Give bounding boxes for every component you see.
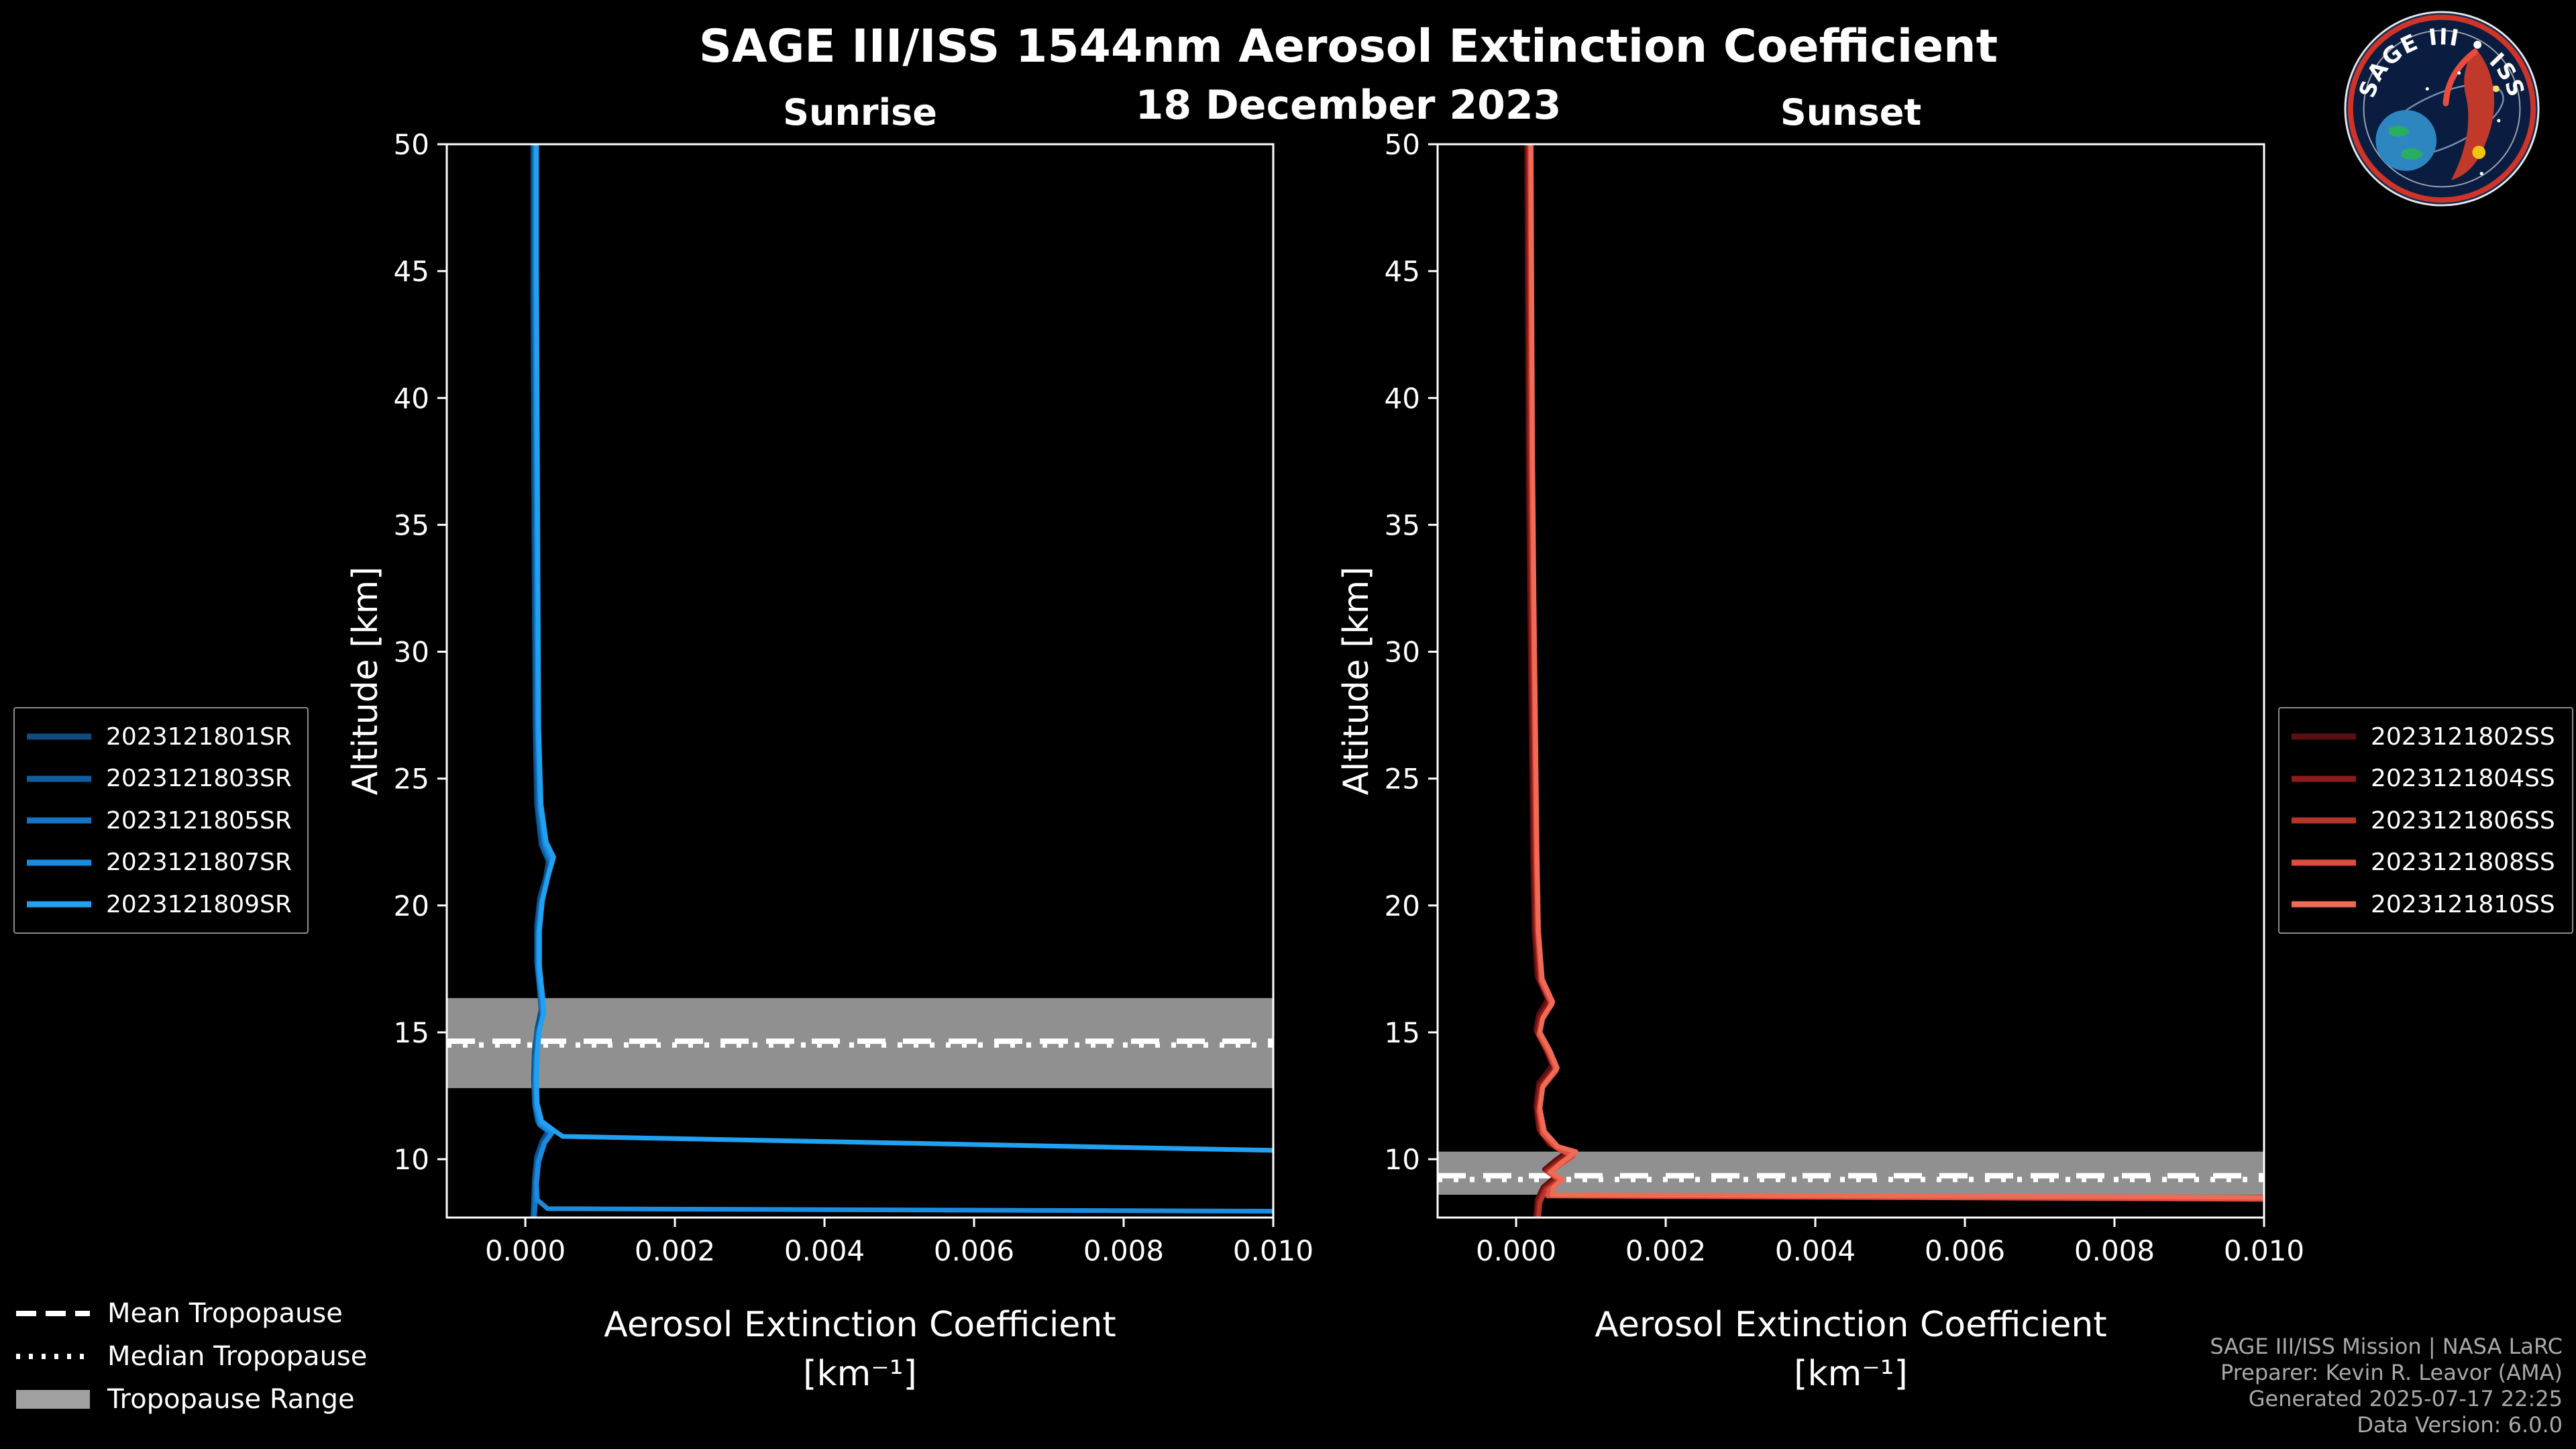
legend-label: 2023121806SS	[2371, 806, 2555, 835]
y-axis-label-sunrise: Altitude [km]	[345, 566, 386, 796]
legend-item-2023121809SR: 2023121809SR	[27, 885, 295, 923]
y-tick-label: 30	[394, 636, 429, 669]
x-tick-label: 0.002	[1625, 1234, 1706, 1267]
legend-item-2023121802SS: 2023121802SS	[2292, 718, 2560, 755]
legend-item-2023121801SR: 2023121801SR	[27, 718, 295, 755]
y-tick-label: 30	[1385, 636, 1420, 669]
y-tick-label: 15	[394, 1016, 429, 1049]
series-line-2023121808SS	[1527, 144, 2264, 1202]
x-tick-label: 0.004	[784, 1234, 865, 1267]
y-tick-label: 10	[394, 1143, 429, 1176]
tropopause-range-label: Tropopause Range	[107, 1384, 355, 1415]
x-tick-label: 0.000	[1476, 1234, 1556, 1267]
legend-line-swatch	[27, 817, 91, 824]
logo-earth-icon	[2375, 109, 2437, 171]
tropopause-legend: Mean Tropopause Median Tropopause Tropop…	[16, 1297, 367, 1415]
series-line-2023121810SS	[1528, 144, 2264, 1200]
x-axis-label-sunrise: Aerosol Extinction Coefficient	[604, 1305, 1116, 1345]
legend-item-2023121805SR: 2023121805SR	[27, 802, 295, 839]
y-tick-label: 25	[394, 763, 429, 796]
legend-item-tropopause-range: Tropopause Range	[16, 1383, 367, 1415]
legend-line-swatch	[2292, 733, 2356, 740]
x-tick-label: 0.008	[2074, 1234, 2155, 1267]
legend-line-swatch	[27, 859, 91, 865]
legend-item-median-tropopause: Median Tropopause	[16, 1340, 367, 1373]
legend-line-swatch	[2292, 901, 2356, 908]
legend-sunset: 2023121802SS 2023121804SS 2023121806SS 2023…	[2278, 707, 2573, 934]
plot-frame	[1436, 143, 2265, 1219]
legend-item-mean-tropopause: Mean Tropopause	[16, 1297, 367, 1330]
figure-footer: SAGE III/ISS Mission | NASA LaRC Prepare…	[2210, 1334, 2563, 1438]
y-tick-label: 15	[1385, 1016, 1420, 1049]
y-tick-label: 35	[1385, 508, 1420, 541]
mean-tropopause-swatch	[16, 1311, 90, 1316]
legend-label: 2023121804SS	[2371, 765, 2555, 792]
x-tick-label: 0.008	[1083, 1234, 1164, 1267]
y-tick-label: 40	[394, 382, 429, 415]
x-tick-label: 0.006	[934, 1234, 1014, 1267]
panel-title-sunset: Sunset	[1780, 91, 1922, 133]
legend-item-2023121807SR: 2023121807SR	[27, 844, 295, 881]
panel-title-sunrise: Sunrise	[783, 91, 937, 133]
legend-label: 2023121807SR	[106, 849, 292, 876]
median-tropopause-swatch	[16, 1354, 90, 1359]
figure-date: 18 December 2023	[1135, 82, 1562, 129]
y-tick-label: 35	[394, 508, 429, 541]
legend-label: 2023121802SS	[2371, 722, 2555, 751]
footer-preparer: Preparer: Kevin R. Leavor (AMA)	[2220, 1360, 2563, 1385]
legend-line-swatch	[27, 733, 91, 740]
legend-label: 2023121810SS	[2371, 890, 2555, 918]
x-tick-label: 0.010	[2224, 1234, 2304, 1267]
sunset-chart: 0.000 0.002 0.004 0.006 0.008 0.010 10 15 20 25 30…	[1385, 128, 2305, 1267]
series-line-2023121809SR	[534, 144, 1273, 1153]
y-axis-label-sunset: Altitude [km]	[1336, 566, 1377, 796]
median-tropopause-label: Median Tropopause	[107, 1341, 368, 1372]
y-tick-label: 10	[1385, 1143, 1420, 1176]
x-axis-label-sunset: Aerosol Extinction Coefficient	[1595, 1305, 2107, 1345]
footer-mission: SAGE III/ISS Mission | NASA LaRC	[2210, 1334, 2563, 1359]
legend-item-2023121810SS: 2023121810SS	[2292, 885, 2560, 923]
x-tick-label: 0.010	[1233, 1234, 1313, 1267]
sunrise-chart: 0.000 0.002 0.004 0.006 0.008 0.010 10 15 20 25 30…	[394, 128, 1314, 1267]
legend-label: 2023121805SR	[106, 806, 292, 835]
legend-label: 2023121808SS	[2371, 849, 2555, 876]
x-axis-units-sunset: [km⁻¹]	[1794, 1354, 1908, 1394]
legend-line-swatch	[27, 775, 91, 782]
legend-label: 2023121803SR	[106, 765, 292, 792]
legend-line-swatch	[27, 901, 91, 908]
footer-data-version: Data Version: 6.0.0	[2357, 1412, 2563, 1438]
y-tick-label: 50	[394, 128, 429, 161]
legend-line-swatch	[2292, 817, 2356, 824]
legend-item-2023121808SS: 2023121808SS	[2292, 844, 2560, 881]
legend-line-swatch	[2292, 775, 2356, 782]
legend-item-2023121804SS: 2023121804SS	[2292, 760, 2560, 798]
logo-figure	[2451, 48, 2495, 180]
legend-sunrise: 2023121801SR 2023121803SR 2023121805SR 2023…	[13, 707, 309, 934]
y-tick-label: 45	[394, 255, 429, 288]
tropopause-range-swatch	[16, 1390, 90, 1409]
x-axis-units-sunrise: [km⁻¹]	[803, 1354, 917, 1394]
legend-item-2023121803SR: 2023121803SR	[27, 760, 295, 798]
logo-moon-icon	[2472, 146, 2486, 159]
y-tick-label: 40	[1385, 382, 1420, 415]
plot-frame	[445, 143, 1275, 1219]
y-tick-label: 50	[1385, 128, 1420, 161]
x-tick-label: 0.002	[635, 1234, 715, 1267]
x-tick-label: 0.006	[1925, 1234, 2005, 1267]
legend-item-2023121806SS: 2023121806SS	[2292, 802, 2560, 839]
x-tick-label: 0.004	[1775, 1234, 1856, 1267]
legend-label: 2023121801SR	[106, 722, 292, 751]
legend-line-swatch	[2292, 859, 2356, 865]
legend-label: 2023121809SR	[106, 890, 292, 918]
mean-tropopause-label: Mean Tropopause	[107, 1298, 343, 1329]
sage-iii-iss-logo-icon: SAGE III • ISS	[2344, 11, 2540, 207]
y-tick-label: 45	[1385, 255, 1420, 288]
y-tick-label: 25	[1385, 763, 1420, 796]
y-tick-label: 20	[394, 890, 429, 922]
x-tick-label: 0.000	[485, 1234, 566, 1267]
y-tick-label: 20	[1385, 890, 1420, 922]
figure-title: SAGE III/ISS 1544nm Aerosol Extinction C…	[698, 20, 1998, 73]
footer-generated: Generated 2025-07-17 22:25	[2248, 1386, 2563, 1411]
